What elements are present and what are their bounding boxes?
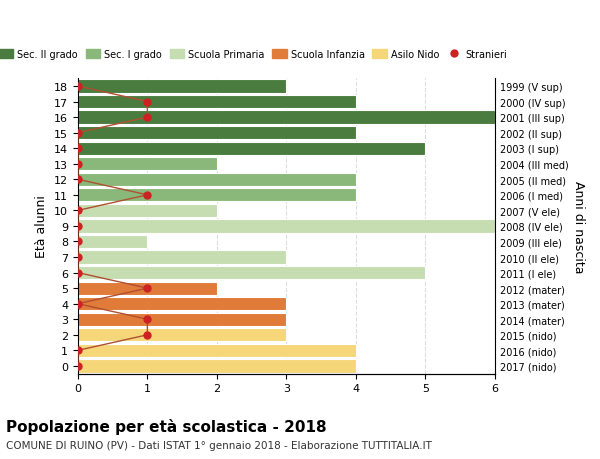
Bar <box>78 297 286 311</box>
Bar <box>78 266 425 280</box>
Bar <box>78 220 495 233</box>
Y-axis label: Anni di nascita: Anni di nascita <box>572 180 585 273</box>
Bar <box>78 329 286 341</box>
Bar <box>78 251 286 264</box>
Y-axis label: Età alunni: Età alunni <box>35 195 49 258</box>
Bar <box>78 95 356 109</box>
Bar <box>78 80 286 93</box>
Text: COMUNE DI RUINO (PV) - Dati ISTAT 1° gennaio 2018 - Elaborazione TUTTITALIA.IT: COMUNE DI RUINO (PV) - Dati ISTAT 1° gen… <box>6 440 432 450</box>
Bar <box>78 127 356 140</box>
Bar <box>78 142 425 156</box>
Bar <box>78 204 217 218</box>
Legend: Sec. II grado, Sec. I grado, Scuola Primaria, Scuola Infanzia, Asilo Nido, Stran: Sec. II grado, Sec. I grado, Scuola Prim… <box>0 45 511 63</box>
Text: Popolazione per età scolastica - 2018: Popolazione per età scolastica - 2018 <box>6 418 326 434</box>
Bar <box>78 359 356 373</box>
Bar <box>78 313 286 326</box>
Bar <box>78 158 217 171</box>
Bar <box>78 235 148 249</box>
Bar <box>78 189 356 202</box>
Bar <box>78 282 217 295</box>
Bar <box>78 344 356 357</box>
Bar <box>78 111 495 124</box>
Bar <box>78 174 356 186</box>
